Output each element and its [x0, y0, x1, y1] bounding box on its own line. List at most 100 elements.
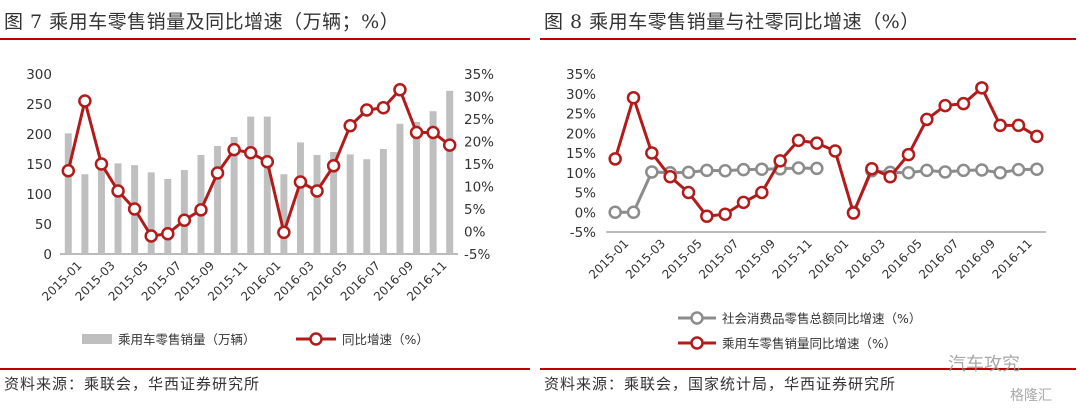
- bar: [147, 172, 155, 254]
- data-point: [61, 164, 76, 178]
- data-point: [718, 207, 732, 221]
- right-axis-tick-label: 35%: [464, 67, 494, 83]
- bar: [413, 122, 421, 254]
- chart-source: 资料来源：乘联会，国家统计局，华西证券研究所: [544, 375, 897, 393]
- right-axis-tick-label: 5%: [464, 202, 486, 218]
- data-point: [993, 118, 1007, 133]
- data-point: [883, 169, 897, 184]
- right-axis-tick-label: -5%: [464, 247, 490, 263]
- bar: [379, 149, 387, 254]
- legend-swatch-marker: [309, 332, 323, 346]
- data-point: [645, 146, 659, 160]
- series-line: [613, 85, 1038, 218]
- y-axis-tick-label: 20%: [566, 126, 596, 142]
- data-point: [736, 162, 751, 177]
- bar: [330, 152, 338, 254]
- legend-swatch-bar: [82, 334, 112, 344]
- series-line: [615, 166, 817, 214]
- series-line: [66, 86, 451, 238]
- legend-swatch-marker: [690, 311, 704, 325]
- data-point: [773, 154, 787, 168]
- data-point: [901, 147, 916, 162]
- y-axis-tick-label: 25%: [566, 107, 596, 123]
- right-axis-tick-label: 25%: [464, 112, 494, 128]
- right-axis-tick-label: 0%: [464, 225, 486, 241]
- data-point: [810, 161, 824, 176]
- data-point: [343, 119, 357, 133]
- left-axis-tick-label: 50: [35, 217, 52, 233]
- data-point: [938, 165, 952, 179]
- left-axis-tick-label: 100: [26, 187, 52, 203]
- legend-label: 同比增速（%）: [342, 332, 429, 347]
- bar: [363, 159, 371, 254]
- left-axis-tick-label: 0: [43, 247, 52, 263]
- data-point: [681, 185, 696, 200]
- chart-title: 图 7 乘用车零售销量及同比增速（万辆；%）: [4, 11, 400, 33]
- chart-panel-7: 图 7 乘用车零售销量及同比增速（万辆；%） 0 50 100 150 200 250 30…: [0, 0, 536, 413]
- title-rule: [540, 38, 1076, 40]
- data-point: [260, 155, 275, 169]
- data-point: [993, 166, 1007, 180]
- data-point: [920, 112, 934, 127]
- chart-title: 图 8 乘用车零售销量与社零同比增速（%）: [544, 11, 920, 33]
- chart-7-plot: 0 50 100 150 200 250 300 -5% 0% 5% 10% 15% 20% 25% 30%…: [26, 67, 494, 347]
- data-point: [700, 209, 714, 223]
- bar: [97, 159, 105, 254]
- y-axis-tick-label: -5%: [570, 225, 596, 241]
- chart-panel-8: 图 8 乘用车零售销量与社零同比增速（%） -5% 0% 5% 10% 15% 20% 25…: [540, 0, 1080, 413]
- source-rule: [540, 368, 1076, 370]
- y-axis-tick-label: 5%: [575, 186, 597, 202]
- data-point: [1030, 162, 1044, 176]
- right-axis-tick-label: 15%: [464, 157, 494, 173]
- data-point: [326, 159, 341, 173]
- x-tick-label: 2016-11: [989, 236, 1034, 281]
- y-axis-tick-label: 30%: [566, 87, 596, 103]
- data-point: [376, 101, 391, 115]
- data-point: [127, 202, 142, 216]
- data-point: [718, 164, 732, 178]
- data-point: [755, 162, 769, 176]
- watermark-text: 格隆汇: [1010, 388, 1052, 404]
- data-point: [700, 163, 714, 178]
- bar: [180, 170, 188, 254]
- data-point: [310, 184, 324, 198]
- right-axis-tick-label: 10%: [464, 180, 494, 196]
- data-point: [426, 125, 440, 140]
- bar: [396, 123, 404, 254]
- data-point: [791, 133, 806, 148]
- data-point: [626, 90, 641, 105]
- legend-label: 乘用车零售销量同比增速（%）: [722, 336, 896, 351]
- bar: [114, 163, 122, 254]
- bar: [81, 174, 89, 254]
- data-point: [1011, 162, 1026, 177]
- data-point: [161, 227, 175, 241]
- data-point: [111, 184, 125, 198]
- data-point: [194, 203, 208, 217]
- bar: [214, 146, 222, 254]
- data-point: [975, 163, 989, 177]
- data-point: [393, 83, 407, 97]
- bar: [164, 179, 172, 254]
- left-axis-tick-label: 250: [26, 97, 52, 113]
- data-point: [975, 81, 989, 95]
- data-point: [626, 205, 641, 219]
- y-axis-tick-label: 35%: [566, 67, 596, 83]
- legend-label: 乘用车零售销量（万辆）: [118, 332, 256, 347]
- data-point: [736, 195, 751, 210]
- data-point: [645, 165, 659, 179]
- bar: [230, 137, 238, 254]
- legend-label: 社会消费品零售总额同比增速（%）: [722, 311, 921, 326]
- bar: [280, 174, 288, 254]
- data-point: [901, 166, 916, 180]
- data-point: [956, 163, 971, 178]
- left-axis-tick-label: 300: [26, 67, 52, 83]
- watermark-text: 汽车攻究: [948, 354, 1020, 375]
- data-point: [94, 157, 109, 171]
- data-point: [293, 175, 308, 189]
- title-rule: [0, 38, 530, 40]
- bar: [296, 142, 304, 254]
- data-point: [865, 162, 879, 176]
- data-point: [791, 161, 806, 175]
- data-point: [681, 165, 696, 180]
- data-point: [78, 94, 92, 108]
